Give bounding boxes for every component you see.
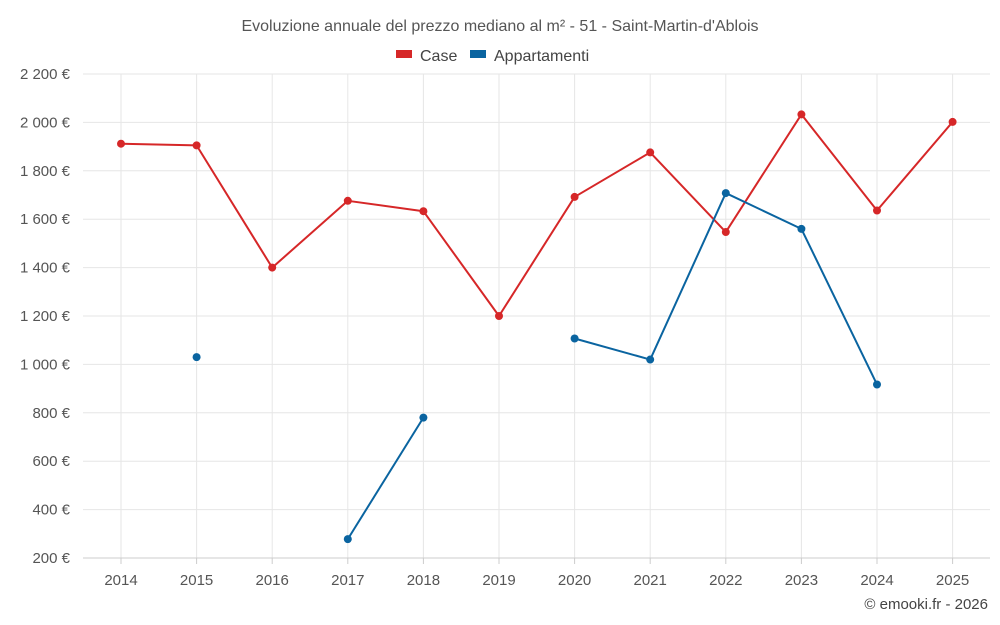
data-point[interactable] [797, 224, 806, 233]
data-point[interactable] [343, 535, 352, 544]
series-case [117, 110, 957, 320]
data-point[interactable] [495, 312, 503, 320]
y-tick-label: 400 € [32, 502, 70, 519]
y-tick-label: 2 000 € [20, 114, 71, 131]
x-tick-label: 2021 [634, 572, 667, 589]
series-layer [117, 110, 957, 544]
x-tick-label: 2017 [331, 572, 364, 589]
y-axis: 200 € 400 € 600 € 800 € 1 000 € 1 200 € 1 400 … [20, 66, 71, 567]
data-point[interactable] [268, 263, 277, 272]
chart-title: Evoluzione annuale del prezzo mediano al… [241, 18, 758, 35]
data-point[interactable] [419, 413, 428, 422]
legend-label[interactable]: Appartamenti [494, 48, 589, 65]
series-appartamenti [192, 189, 881, 544]
y-tick-label: 800 € [32, 405, 70, 422]
x-tick-label: 2020 [558, 572, 591, 589]
y-tick-label: 1 000 € [20, 356, 71, 373]
data-point[interactable] [117, 139, 125, 148]
data-point[interactable] [721, 228, 730, 237]
y-tick-label: 1 600 € [20, 211, 71, 228]
x-tick-label: 2024 [860, 572, 893, 589]
data-point[interactable] [570, 334, 579, 343]
data-point[interactable] [948, 117, 957, 126]
y-tick-label: 1 200 € [20, 308, 71, 325]
data-point[interactable] [797, 110, 806, 119]
y-tick-label: 2 200 € [20, 66, 71, 83]
credit-text: © emooki.fr - 2026 [864, 596, 988, 613]
legend-swatch [470, 50, 486, 58]
data-point[interactable] [419, 207, 428, 216]
data-point[interactable] [873, 380, 881, 389]
y-tick-label: 1 800 € [20, 163, 71, 180]
legend: Case Appartamenti [396, 48, 589, 65]
data-point[interactable] [343, 196, 352, 205]
x-tick-label: 2025 [936, 572, 969, 589]
x-tick-label: 2015 [180, 572, 213, 589]
x-tick-label: 2022 [709, 572, 742, 589]
y-tick-label: 200 € [32, 550, 70, 567]
x-tick-label: 2014 [104, 572, 137, 589]
y-tick-label: 600 € [32, 453, 70, 470]
x-tick-label: 2018 [407, 572, 440, 589]
series-line [346, 417, 425, 540]
y-tick-label: 1 400 € [20, 260, 71, 277]
data-point[interactable] [873, 206, 881, 215]
x-tick-label: 2019 [482, 572, 515, 589]
data-point[interactable] [721, 189, 730, 198]
series-line [120, 113, 954, 317]
legend-swatch [396, 50, 412, 58]
data-point[interactable] [570, 192, 579, 201]
data-point[interactable] [192, 141, 201, 150]
x-tick-label: 2023 [785, 572, 818, 589]
grid [83, 73, 990, 559]
x-tick-label: 2016 [256, 572, 289, 589]
x-axis: 2014 2015 2016 2017 2018 2019 2020 2021 2022 2023… [104, 558, 969, 589]
data-point[interactable] [192, 353, 201, 362]
legend-label[interactable]: Case [420, 48, 457, 65]
data-point[interactable] [646, 355, 655, 364]
data-point[interactable] [646, 148, 655, 157]
